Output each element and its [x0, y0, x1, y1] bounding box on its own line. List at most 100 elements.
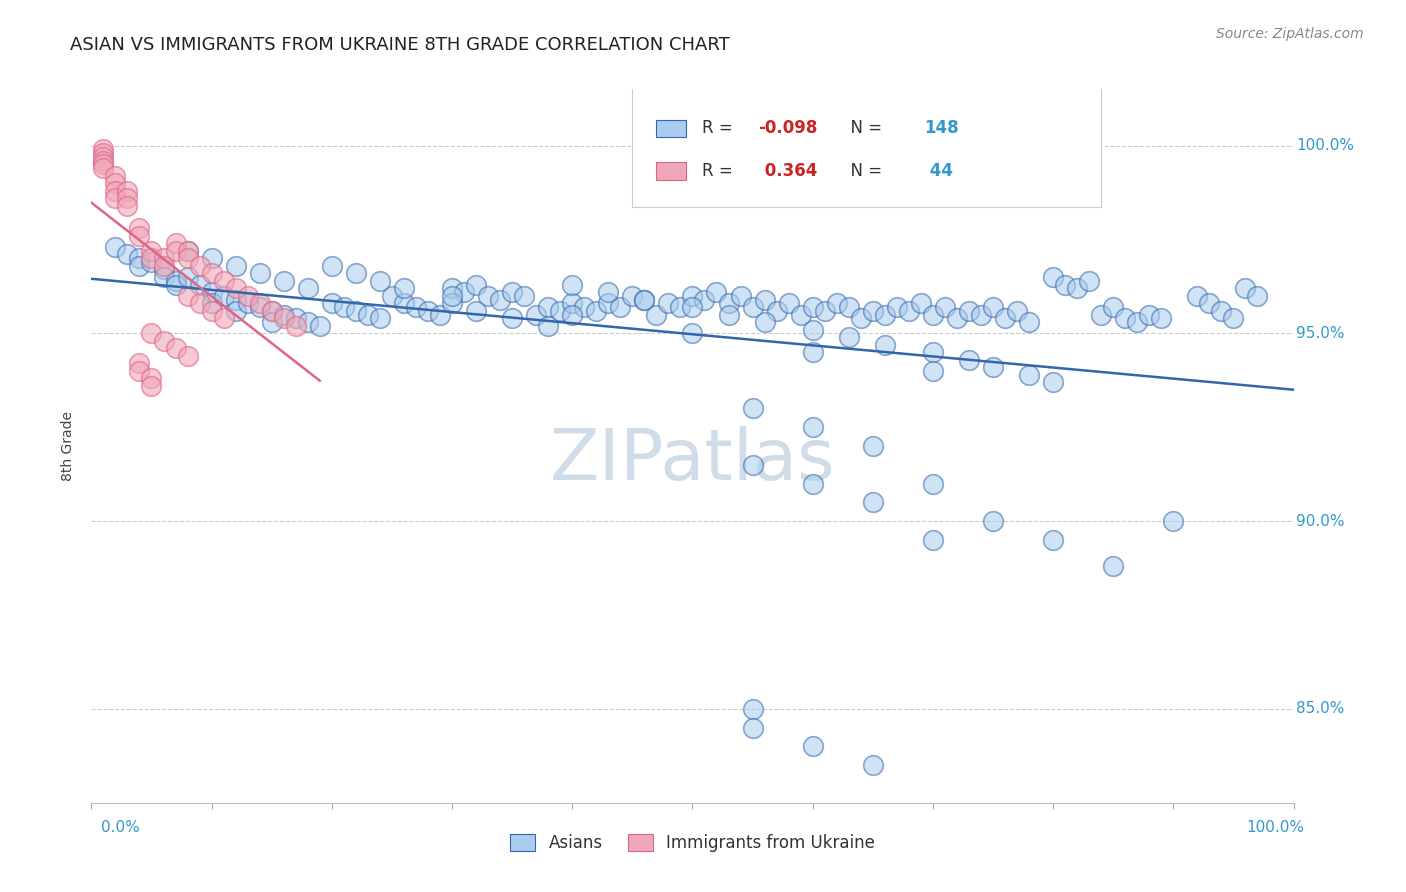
Point	[524, 308, 547, 322]
Point	[862, 758, 884, 772]
Point	[1246, 289, 1268, 303]
Point	[741, 458, 763, 472]
Text: 100.0%: 100.0%	[1247, 821, 1305, 835]
Point	[392, 296, 415, 310]
Point	[273, 311, 295, 326]
Point	[212, 311, 235, 326]
Point	[801, 345, 824, 359]
Point	[128, 356, 150, 370]
Point	[321, 296, 343, 310]
Point	[1042, 270, 1064, 285]
Point	[922, 364, 945, 378]
Point	[598, 285, 620, 299]
Point	[754, 315, 776, 329]
Point	[176, 270, 198, 285]
Point	[754, 293, 776, 307]
Point	[838, 300, 860, 314]
Point	[225, 259, 247, 273]
Point	[585, 303, 607, 318]
Point	[429, 308, 451, 322]
Bar	[657, 162, 686, 180]
Point	[501, 285, 523, 299]
Point	[1042, 533, 1064, 547]
Point	[669, 300, 692, 314]
Text: 0.0%: 0.0%	[101, 821, 141, 835]
Point	[93, 142, 115, 156]
Point	[741, 721, 763, 735]
Point	[862, 439, 884, 453]
Point	[117, 247, 139, 261]
Point	[922, 476, 945, 491]
Point	[165, 342, 187, 356]
Point	[453, 285, 475, 299]
Point	[730, 289, 752, 303]
Point	[1161, 514, 1184, 528]
Point	[141, 371, 163, 385]
Point	[645, 308, 668, 322]
Point	[1042, 375, 1064, 389]
Point	[598, 296, 620, 310]
Point	[440, 281, 463, 295]
Point	[152, 251, 174, 265]
Point	[946, 311, 969, 326]
Point	[297, 315, 319, 329]
Point	[368, 274, 391, 288]
Point	[862, 303, 884, 318]
Point	[994, 311, 1017, 326]
Point	[104, 176, 127, 190]
Point	[165, 244, 187, 258]
Point	[284, 318, 307, 333]
Point	[1018, 315, 1040, 329]
Point	[128, 364, 150, 378]
Point	[117, 199, 139, 213]
Point	[741, 401, 763, 416]
Point	[1066, 281, 1088, 295]
Point	[1137, 308, 1160, 322]
Point	[176, 289, 198, 303]
Point	[477, 289, 499, 303]
Point	[141, 379, 163, 393]
Point	[897, 303, 920, 318]
Point	[141, 244, 163, 258]
Point	[201, 251, 224, 265]
Point	[176, 244, 198, 258]
Point	[104, 169, 127, 183]
Point	[633, 293, 655, 307]
Text: 148: 148	[925, 120, 959, 137]
Point	[212, 289, 235, 303]
Point	[1102, 559, 1125, 574]
Point	[225, 303, 247, 318]
Point	[801, 476, 824, 491]
Point	[537, 300, 560, 314]
Point	[165, 274, 187, 288]
Point	[801, 739, 824, 754]
Point	[561, 296, 583, 310]
Point	[297, 281, 319, 295]
Point	[176, 349, 198, 363]
Point	[1150, 311, 1173, 326]
Point	[333, 300, 356, 314]
Text: R =: R =	[702, 162, 738, 180]
FancyBboxPatch shape	[633, 82, 1101, 207]
Point	[117, 184, 139, 198]
Point	[1222, 311, 1244, 326]
Text: N =: N =	[841, 120, 887, 137]
Point	[93, 150, 115, 164]
Point	[368, 311, 391, 326]
Point	[1187, 289, 1209, 303]
Point	[681, 300, 703, 314]
Point	[93, 146, 115, 161]
Text: 0.364: 0.364	[759, 162, 817, 180]
Point	[922, 308, 945, 322]
Point	[357, 308, 380, 322]
Point	[814, 303, 837, 318]
Point	[537, 318, 560, 333]
Point	[957, 303, 980, 318]
Point	[801, 420, 824, 434]
Point	[741, 300, 763, 314]
Point	[789, 308, 811, 322]
Point	[717, 296, 740, 310]
Text: ZIPatlas: ZIPatlas	[550, 425, 835, 495]
Point	[201, 296, 224, 310]
Point	[152, 262, 174, 277]
